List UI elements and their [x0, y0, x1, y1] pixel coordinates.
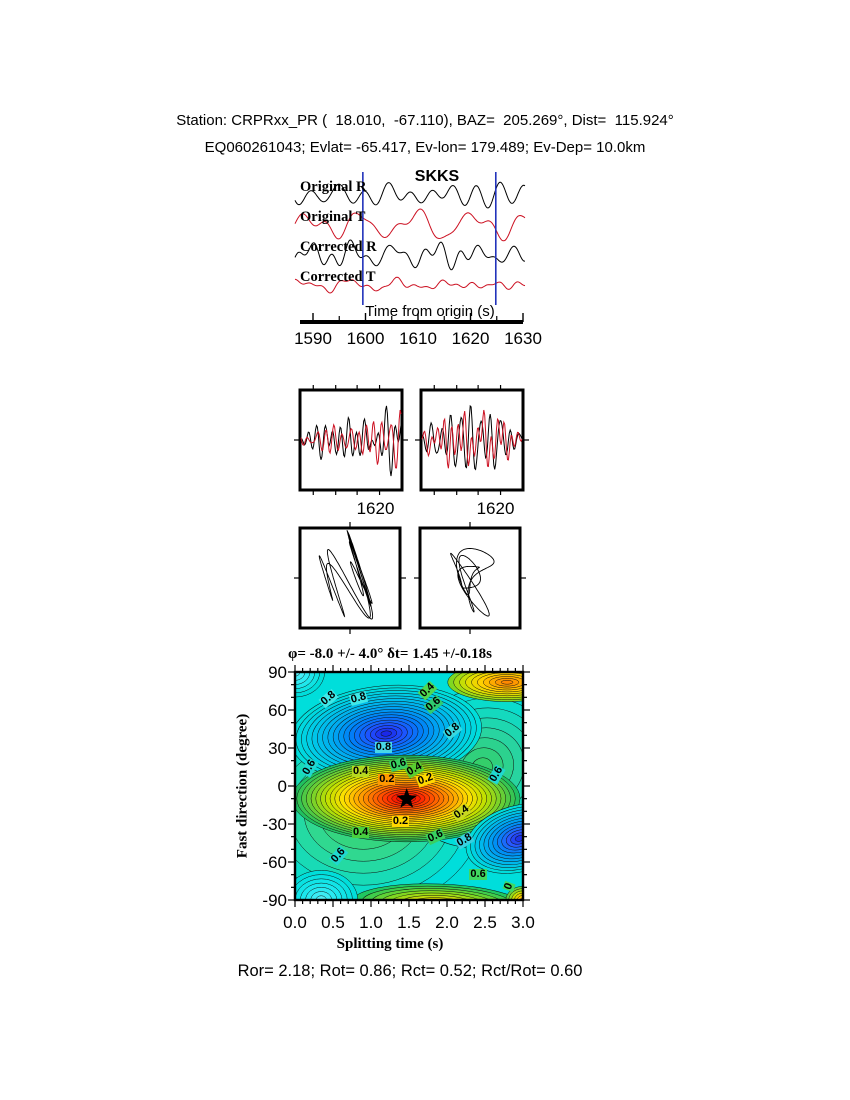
x-tick-label: 3.0	[511, 913, 535, 932]
contour-level-label: 0.6	[299, 757, 319, 778]
seismogram-traces	[294, 181, 526, 294]
contour-level-label: 0.4	[351, 825, 370, 838]
x-tick-label: 2.0	[435, 913, 459, 932]
contour-level-label: 0.8	[454, 830, 475, 850]
contour-level-label: 0.6	[469, 867, 487, 880]
contour-level-label: 0.8	[374, 741, 393, 754]
station-header-line: Station: CRPRxx_PR ( 18.010, -67.110), B…	[176, 112, 674, 129]
contour-level-label: 0.4	[351, 765, 370, 778]
contour-plot: 90 60 30 0 -30 -60 -90 0.0 0.5 1.0 1.5 2…	[262, 663, 535, 932]
window-tick-label-left: 1620	[357, 499, 395, 518]
y-tick-label: -30	[262, 815, 287, 834]
quality-statistics: Ror= 2.18; Rot= 0.86; Rct= 0.52; Rct/Rot…	[237, 962, 583, 980]
contour-level-label: 0.6	[486, 763, 506, 785]
trace-label-corrected-r: Corrected R	[300, 239, 377, 255]
time-tick-label: 1600	[347, 329, 385, 348]
trace-original-r	[294, 181, 526, 209]
event-header-line: EQ060261043; Evlat= -65.417, Ev-lon= 179…	[204, 139, 646, 156]
orange-maximum-top-right	[500, 680, 514, 685]
time-tick-label: 1590	[294, 329, 332, 348]
trace-label-original-t: Original T	[300, 209, 366, 225]
time-tick-label: 1620	[452, 329, 490, 348]
seismogram-panel: SKKS Original R Original T Corrected R C…	[294, 168, 542, 348]
particle-box	[418, 526, 522, 630]
contour-x-axis-label: Splitting time (s)	[336, 936, 444, 952]
trace-original-t	[294, 208, 526, 242]
time-axis	[300, 313, 524, 324]
particle-motion-curve	[450, 548, 495, 617]
x-tick-label: 2.5	[473, 913, 497, 932]
y-tick-label: 0	[278, 777, 287, 796]
trace-corrected-r	[294, 239, 525, 271]
y-tick-label: 90	[268, 663, 287, 682]
trace-label-original-r: Original R	[300, 179, 367, 195]
windowed-waveform-panel: 1620 1620	[294, 385, 529, 518]
analysis-window-lines	[362, 172, 497, 305]
windowed-waveform-boxes	[294, 385, 529, 495]
window-tick-label-right: 1620	[477, 499, 515, 518]
y-tick-label: 30	[268, 739, 287, 758]
time-tick-label: 1610	[399, 329, 437, 348]
windowed-trace	[301, 405, 402, 477]
phase-label: SKKS	[415, 168, 460, 185]
windowed-trace	[422, 404, 523, 471]
x-tick-label: 1.5	[397, 913, 421, 932]
windowed-trace	[300, 409, 402, 469]
particle-motion-panel	[294, 522, 526, 634]
contour-level-label: 0.2	[415, 771, 436, 788]
contour-level-label: 0.6	[425, 827, 447, 846]
trace-corrected-t	[294, 276, 526, 294]
x-tick-label: 0.5	[321, 913, 345, 932]
contour-level-label: 0.4	[451, 803, 473, 823]
trace-label-corrected-t: Corrected T	[300, 269, 376, 285]
windowed-trace	[421, 409, 523, 469]
contour-level-label: 0.8	[348, 690, 369, 707]
contour-level-label: 0.8	[442, 720, 464, 741]
contour-title: φ= -8.0 +/- 4.0° δt= 1.45 +/-0.18s	[288, 646, 492, 662]
y-tick-label: 60	[268, 701, 287, 720]
y-tick-label: -60	[262, 853, 287, 872]
contour-level-label: 0	[501, 881, 516, 893]
yellow-band-bottom	[409, 897, 468, 900]
particle-motion-curve	[318, 530, 374, 620]
time-tick-label: 1630	[504, 329, 542, 348]
particle-motion-boxes	[294, 522, 526, 634]
contour-level-label: 0.8	[318, 688, 339, 709]
contour-level-label: 0.2	[378, 773, 396, 786]
contour-level-label: 0.2	[391, 815, 410, 828]
contour-level-label: 0.6	[329, 844, 349, 866]
star-icon	[396, 788, 418, 808]
x-tick-label: 0.0	[283, 913, 307, 932]
blue-minimum-upper	[380, 730, 392, 737]
best-solution-star	[396, 788, 418, 808]
x-tick-label: 1.0	[359, 913, 383, 932]
time-axis-label: Time from origin (s)	[365, 303, 494, 320]
contour-frame	[288, 665, 530, 907]
y-tick-label: -90	[262, 891, 287, 910]
contour-level-labels: 0.8 0.8 0.4 0.6 0.8 0.8 0.6 0.4 0.4 0.2 0.2 0.6 0.6 0…	[295, 672, 523, 900]
